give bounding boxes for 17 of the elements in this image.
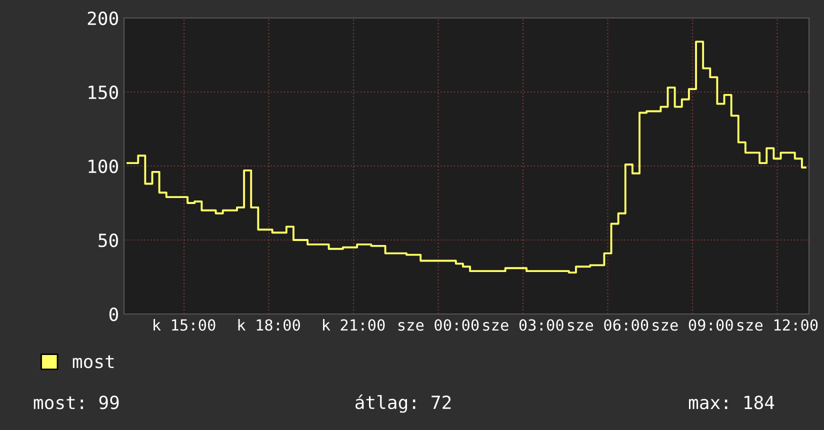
legend-label: most	[72, 355, 114, 368]
x-tick-label: sze 00:00	[398, 319, 479, 331]
y-tick-label: 100	[88, 160, 118, 174]
text: átlag: 72	[355, 394, 451, 413]
x-tick-label: k 15:00	[154, 318, 216, 331]
y-tick-label: 200	[88, 12, 118, 26]
y-tick-label: 50	[98, 234, 118, 248]
x-tick-label: sze 12:00	[737, 319, 818, 331]
x-tick-label: sze 09:00	[652, 319, 733, 331]
y-tick-label: 150	[88, 86, 118, 100]
y-tick-label: 0	[109, 308, 118, 322]
x-tick-label: sze 03:00	[483, 319, 564, 331]
x-tick-label: sze 06:00	[568, 319, 648, 331]
x-tick-label: k 18:00	[238, 318, 300, 331]
text: most: 99	[34, 396, 119, 410]
text: max: 184	[689, 396, 774, 410]
x-tick-label: k 21:00	[323, 318, 385, 331]
